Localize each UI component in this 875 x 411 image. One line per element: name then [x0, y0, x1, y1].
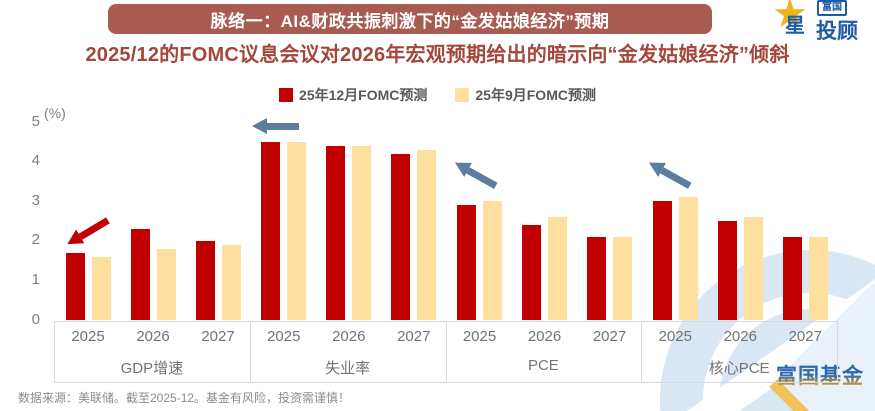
- bar: [91, 256, 111, 320]
- x-year-label: 2026: [527, 328, 562, 345]
- brand-name-first: 星: [785, 15, 805, 37]
- legend-swatch-dec: [279, 88, 294, 102]
- arrow-shaft: [660, 166, 692, 189]
- bar: [65, 252, 85, 320]
- x-group-label: PCE: [527, 357, 559, 374]
- y-tick-label: 5: [31, 112, 40, 130]
- x-group-label: 核心PCE: [708, 360, 770, 377]
- x-year-label: 2025: [658, 328, 692, 345]
- trend-arrow: [252, 118, 299, 134]
- trend-arrow: [645, 155, 694, 193]
- bar: [548, 217, 567, 320]
- axis-band-separator: [54, 321, 55, 382]
- bar: [261, 141, 281, 320]
- axis-band-bottom-line: [54, 382, 837, 383]
- bar: [156, 248, 176, 320]
- legend-item-dec: 25年12月FOMC预测: [279, 85, 427, 105]
- bar: [743, 217, 763, 320]
- x-year-label: 2027: [788, 328, 822, 345]
- title-banner: 脉络一：AI&财政共振刺激下的“金发姑娘经济”预期: [108, 4, 712, 34]
- legend-swatch-sep: [455, 88, 470, 102]
- bar: [808, 236, 828, 320]
- bar: [326, 145, 346, 320]
- arrow-shaft: [267, 122, 299, 130]
- bar: [391, 153, 411, 320]
- bar: [130, 228, 150, 320]
- axis-band-separator: [641, 321, 643, 382]
- bar: [613, 236, 632, 320]
- legend-label-sep: 25年9月FOMC预测: [475, 87, 596, 103]
- bar: [522, 224, 541, 320]
- y-tick-label: 3: [31, 191, 40, 209]
- brand-badge: 富国: [817, 0, 847, 16]
- page-title: 脉络一：AI&财政共振刺激下的“金发姑娘经济”预期: [210, 11, 610, 31]
- axis-band-separator: [445, 321, 447, 382]
- arrow-head-icon: [252, 118, 267, 134]
- bar: [195, 240, 215, 320]
- y-tick-label: 4: [31, 152, 40, 170]
- x-year-label: 2025: [267, 328, 301, 345]
- x-group-label: GDP增速: [120, 360, 184, 377]
- x-year-label: 2026: [723, 328, 757, 345]
- bar: [782, 236, 802, 320]
- brand-name-rest: 投顾: [816, 20, 858, 43]
- y-axis-unit-label: (%): [44, 105, 66, 121]
- x-year-label: 2027: [592, 328, 627, 345]
- bar: [483, 201, 502, 320]
- bar: [417, 149, 437, 320]
- bar: [352, 145, 372, 320]
- legend-item-sep: 25年9月FOMC预测: [455, 85, 596, 105]
- bar: [287, 141, 307, 320]
- x-year-label: 2025: [462, 328, 497, 345]
- brand-logo: ★ 星 富国 投顾: [772, 0, 874, 43]
- y-tick-label: 0: [31, 310, 40, 328]
- bar: [457, 205, 476, 320]
- x-group-label: 失业率: [325, 360, 371, 377]
- bar: [587, 236, 606, 320]
- x-year-label: 2025: [71, 328, 105, 345]
- trend-arrow: [451, 155, 500, 193]
- bar: [717, 221, 737, 320]
- trend-arrow: [63, 213, 112, 251]
- x-year-label: 2026: [136, 328, 170, 345]
- bar: [678, 197, 698, 320]
- chart-subtitle: 2025/12的FOMC议息会议对2026年宏观预期给出的暗示向“金发姑娘经济”…: [85, 44, 790, 66]
- arrow-shaft: [466, 166, 498, 189]
- arrow-shaft: [78, 216, 110, 240]
- chart-legend: 25年12月FOMC预测 25年9月FOMC预测: [0, 85, 875, 105]
- bar: [652, 201, 672, 320]
- x-year-label: 2026: [332, 328, 366, 345]
- x-year-label: 2027: [397, 328, 431, 345]
- bar: [221, 244, 241, 320]
- y-tick-label: 1: [31, 270, 40, 288]
- source-note: 数据来源：美联储。截至2025-12。基金有风险，投资需谨慎！: [18, 391, 351, 405]
- y-tick-label: 2: [31, 231, 40, 249]
- legend-label-dec: 25年12月FOMC预测: [299, 87, 428, 103]
- axis-band-separator: [249, 321, 251, 382]
- star-icon: ★: [772, 0, 808, 36]
- x-year-label: 2027: [201, 328, 235, 345]
